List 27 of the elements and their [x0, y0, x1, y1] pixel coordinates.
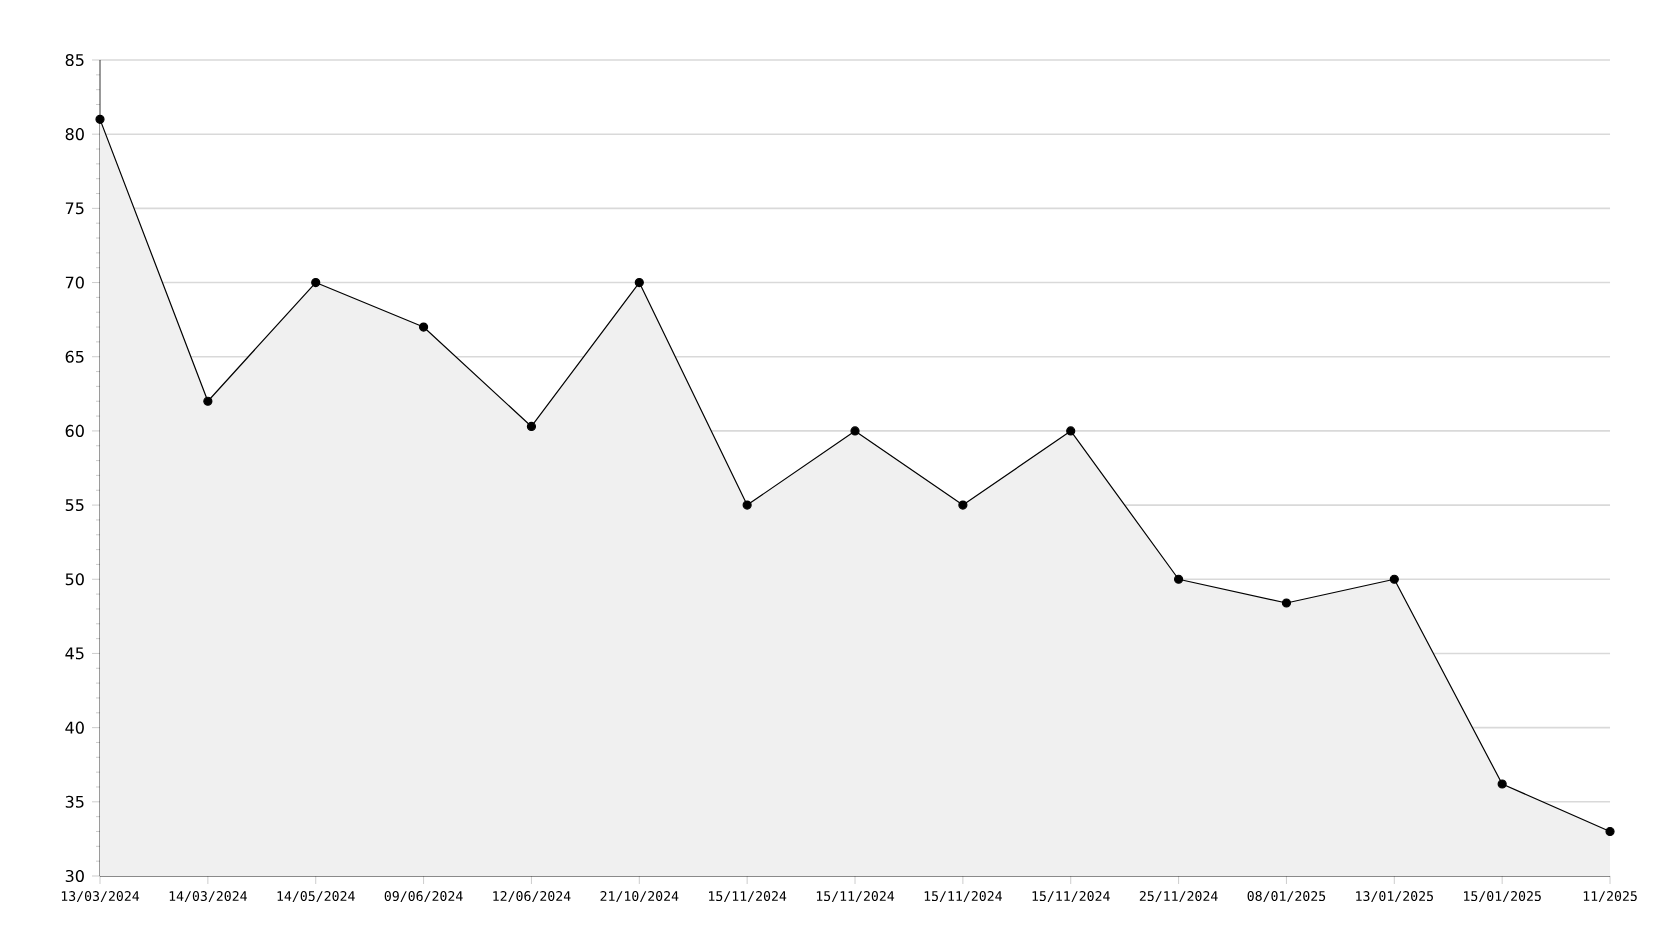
- y-tick-label: 75: [65, 202, 84, 215]
- y-tick-label: 45: [65, 647, 84, 660]
- y-tick-label: 70: [65, 276, 84, 289]
- point: [1281, 598, 1292, 608]
- point: [850, 426, 860, 436]
- point: [1389, 574, 1399, 584]
- y-tick-label: 30: [65, 869, 84, 883]
- y-tick-label: 55: [65, 499, 84, 512]
- point: [203, 396, 213, 406]
- y-tick-label: 80: [65, 128, 84, 141]
- point: [742, 500, 752, 510]
- point: [311, 277, 321, 288]
- y-tick-label: 35: [65, 795, 84, 808]
- y-tick-label: 65: [65, 350, 84, 363]
- point: [958, 500, 968, 510]
- point: [95, 114, 105, 124]
- point: [1066, 426, 1076, 436]
- point: [1497, 779, 1507, 789]
- point: [526, 421, 537, 432]
- point: [418, 322, 429, 332]
- y-tick-label: 60: [65, 424, 84, 437]
- point: [634, 277, 644, 288]
- point: [1605, 826, 1615, 837]
- y-tick-label: 50: [65, 573, 84, 586]
- y-tick-label: 40: [65, 721, 84, 734]
- point: [1173, 574, 1184, 584]
- y-tick-label: 85: [65, 53, 84, 67]
